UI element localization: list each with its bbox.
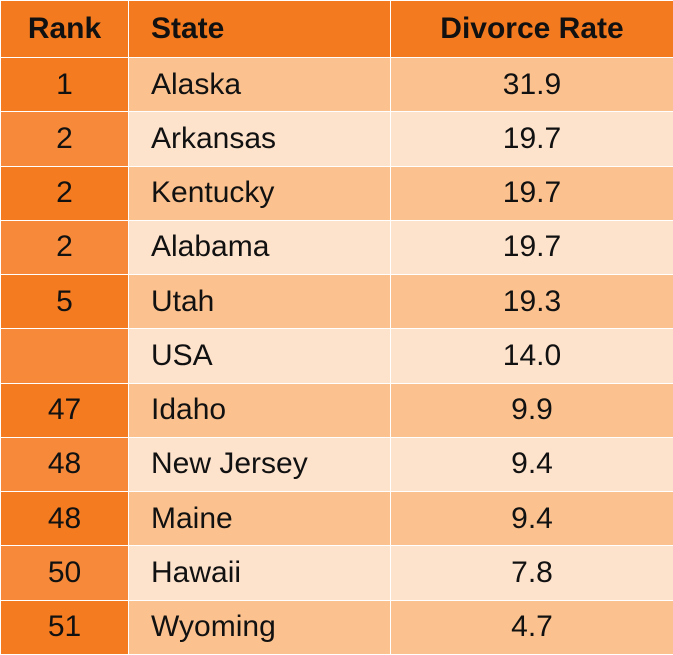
column-header: Rank: [0, 0, 129, 58]
header-row: Rank State Divorce Rate: [0, 0, 673, 58]
table-row: 51 Wyoming 4.7: [0, 599, 673, 655]
rank-cell: 47: [0, 382, 129, 438]
rank-cell: 51: [0, 599, 129, 655]
table-row: 2 Arkansas 19.7: [0, 111, 673, 167]
rate-cell: 19.7: [390, 111, 673, 167]
rank-cell: 2: [0, 165, 129, 221]
rate-cell: 9.9: [390, 382, 673, 438]
column-header: State: [128, 0, 391, 58]
column-header: Divorce Rate: [390, 0, 673, 58]
rate-cell: 19.7: [390, 165, 673, 221]
rank-cell: 48: [0, 436, 129, 493]
table-row: 48 Maine 9.4: [0, 491, 673, 547]
table-row: USA 14.0: [0, 328, 673, 384]
rank-cell: 48: [0, 491, 129, 547]
table-row: 2 Alabama 19.7: [0, 219, 673, 276]
state-cell: Alaska: [128, 56, 391, 113]
state-cell: USA: [128, 328, 391, 384]
rank-cell: [0, 328, 129, 384]
state-cell: Alabama: [128, 219, 391, 276]
table-row: 1 Alaska 31.9: [0, 56, 673, 113]
table-row: 5 Utah 19.3: [0, 274, 673, 330]
state-cell: Idaho: [128, 382, 391, 438]
rank-cell: 5: [0, 274, 129, 330]
rate-cell: 19.7: [390, 219, 673, 276]
rank-cell: 2: [0, 111, 129, 167]
rate-cell: 14.0: [390, 328, 673, 384]
rate-cell: 31.9: [390, 56, 673, 113]
state-cell: Utah: [128, 274, 391, 330]
state-cell: Wyoming: [128, 599, 391, 655]
rank-cell: 1: [0, 56, 129, 113]
state-cell: Kentucky: [128, 165, 391, 221]
rank-cell: 50: [0, 545, 129, 601]
rate-cell: 7.8: [390, 545, 673, 601]
table-row: 2 Kentucky 19.7: [0, 165, 673, 221]
rank-cell: 2: [0, 219, 129, 276]
rate-cell: 9.4: [390, 436, 673, 493]
state-cell: New Jersey: [128, 436, 391, 493]
table-row: 47 Idaho 9.9: [0, 382, 673, 438]
rate-cell: 9.4: [390, 491, 673, 547]
state-cell: Arkansas: [128, 111, 391, 167]
state-cell: Maine: [128, 491, 391, 547]
rate-cell: 4.7: [390, 599, 673, 655]
state-cell: Hawaii: [128, 545, 391, 601]
rate-cell: 19.3: [390, 274, 673, 330]
table-row: 50 Hawaii 7.8: [0, 545, 673, 601]
table-row: 48 New Jersey 9.4: [0, 436, 673, 493]
